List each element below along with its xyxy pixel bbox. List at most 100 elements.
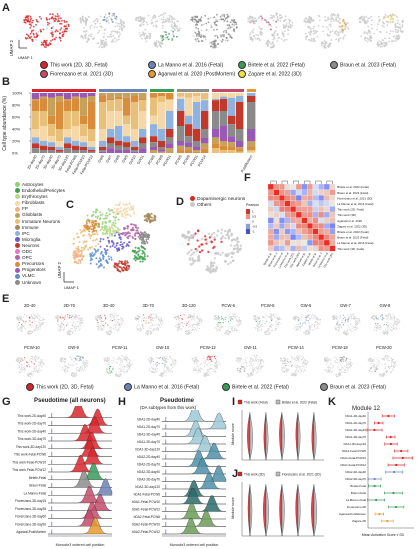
umap-point [28,324,30,326]
umap-point [119,243,122,246]
umap-point [52,17,55,20]
umap-point [351,330,353,332]
umap-point [296,316,298,318]
umap-point [75,315,77,317]
umap-point [196,329,198,331]
umap-point [29,366,31,368]
umap-point [388,37,391,39]
umap-point [75,316,77,318]
umap-point [261,324,263,326]
umap-point [215,265,218,269]
umap-point [307,332,309,334]
umap-point [378,20,381,23]
umap-point [389,316,392,318]
umap-point [163,20,166,23]
umap-point [336,317,338,319]
umap-point [142,240,145,243]
umap-point [192,329,194,331]
umap-point [343,331,346,333]
bar-segment [220,145,228,150]
umap-point [119,327,121,329]
umap-point [119,238,122,241]
umap-point [95,263,98,266]
umap-point [359,319,361,321]
umap-point [233,318,235,320]
panel-b-ylabel: Cell type abundance (%) [2,96,8,151]
umap-point [279,17,281,20]
umap-point [123,261,126,264]
umap-point [133,251,136,254]
umap-point [52,25,54,28]
umap-point [170,24,173,26]
umap-point [249,32,252,34]
umap-point [396,36,399,39]
heatmap-cell [279,223,285,229]
umap-point [382,330,384,332]
umap-point [389,313,391,315]
umap-point [343,34,346,37]
legend-swatch [40,61,48,69]
umap-point [384,16,387,19]
umap-point [125,266,128,269]
umap-point [269,332,271,334]
umap-point [267,331,269,333]
umap-point [179,317,181,319]
umap-point [339,37,342,39]
umap-point [391,317,393,319]
umap-point [233,244,236,248]
umap-point [214,316,216,318]
umap-point [146,37,149,40]
umap-point [188,321,190,324]
umap-point [143,325,145,327]
umap-point [236,243,239,246]
umap-point [199,318,201,320]
umap-point [117,314,119,316]
umap-point [113,30,116,32]
y-tick-label: 40% [12,127,20,132]
y-tick-label: 0% [12,151,18,156]
umap-point [31,375,33,377]
umap-point [65,30,67,32]
umap-point [40,17,43,20]
cell-type-swatch [15,237,20,243]
umap-point [311,315,313,317]
umap-point [143,219,146,222]
umap-point [172,35,175,37]
umap-point [40,30,42,33]
umap-point [386,318,388,320]
umap-point [219,327,221,329]
bar-segment [99,147,107,150]
umap-point [33,370,35,372]
bar-segment [185,142,193,147]
umap-point [219,322,221,324]
umap-point [30,333,32,335]
umap-point [71,319,73,321]
umap-point [333,20,335,22]
bar-segment [139,93,147,99]
umap-point [168,18,171,21]
cell-type-swatch [15,255,20,261]
bar-segment [247,150,256,152]
umap-point [195,39,198,42]
umap-point [114,323,116,325]
umap-point [114,25,117,28]
umap-point [341,321,343,324]
umap-point [118,324,121,326]
bar-segment [56,151,64,153]
umap-point [24,322,27,324]
umap-point [313,329,315,331]
umap-point [134,259,137,262]
umap-point [25,33,28,36]
umap-point [342,324,345,326]
heatmap-cell [329,211,336,218]
umap-point [349,315,351,317]
umap-point [239,320,241,322]
heatmap-cell [273,211,280,218]
umap-point [394,37,397,40]
umap-point [313,32,315,35]
umap-point [104,324,106,326]
heatmap-cell [329,195,336,201]
umap-point [317,318,319,320]
umap-point [67,322,69,324]
umap-point [339,317,341,319]
